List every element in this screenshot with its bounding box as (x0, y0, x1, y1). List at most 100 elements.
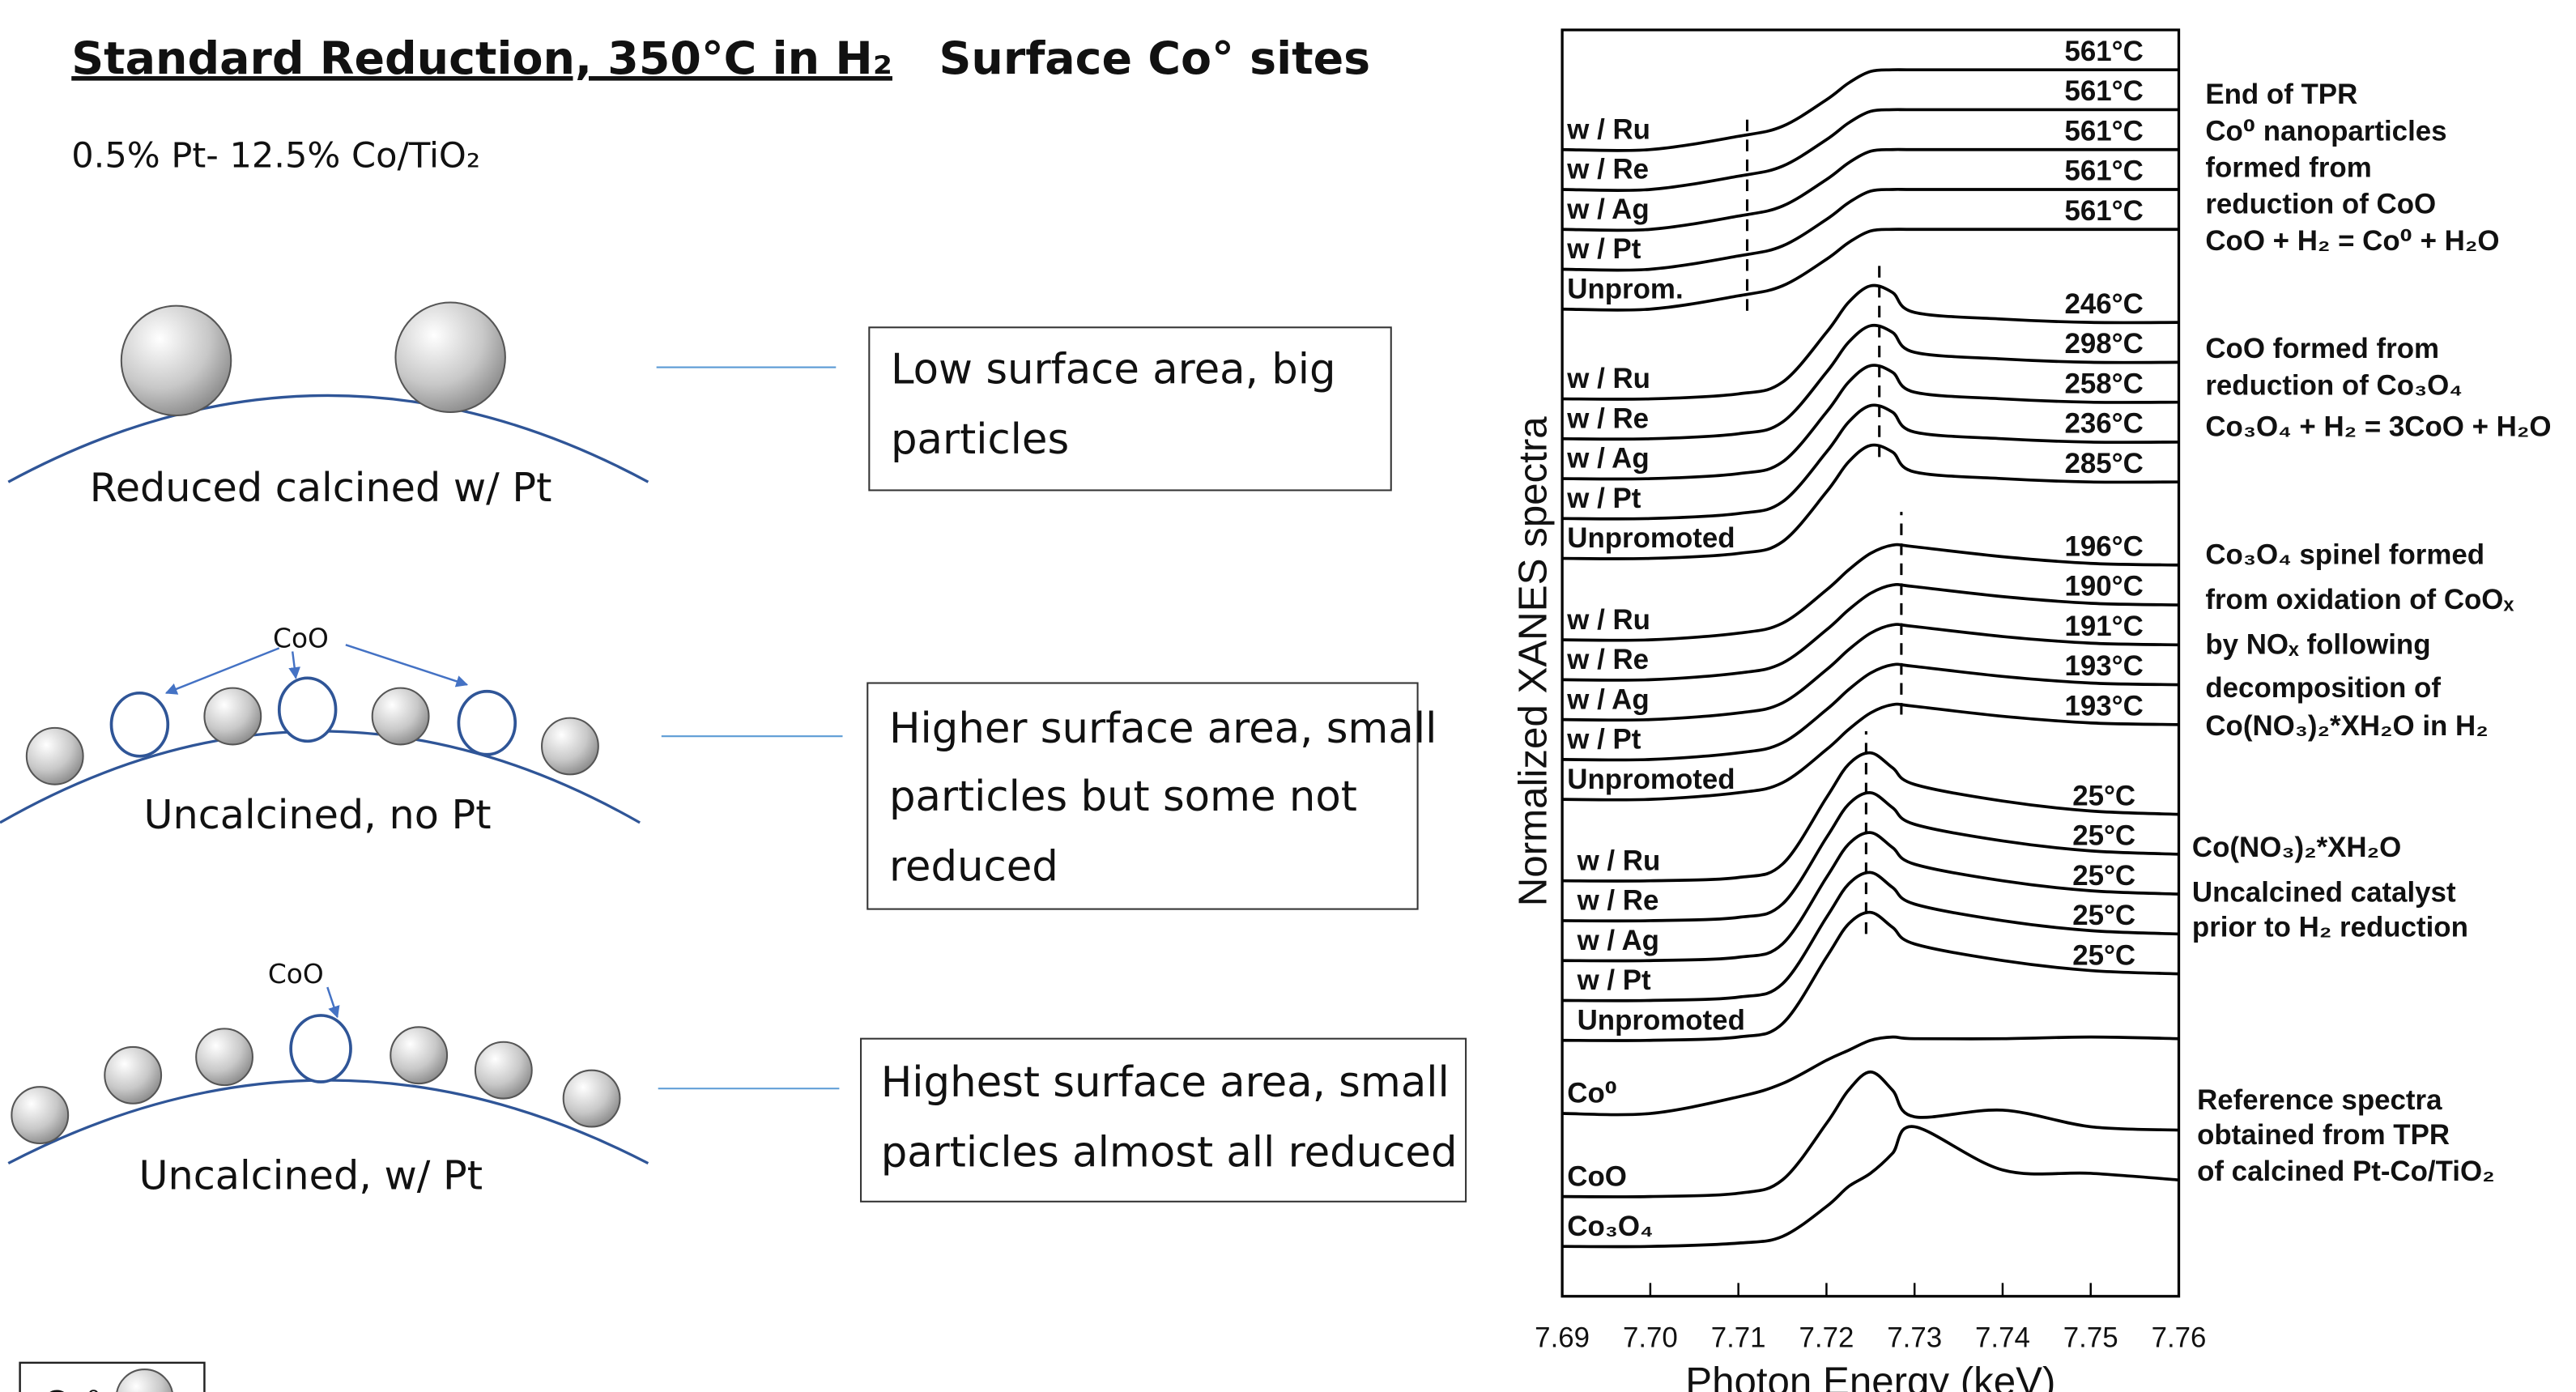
spectrum (1562, 871, 2179, 1002)
arrow (326, 986, 340, 1019)
co-particle (25, 726, 84, 785)
schematics: Reduced calcined w/ Pt Low surface area, … (0, 301, 1467, 1392)
series-label: Unpromoted (1567, 522, 1735, 554)
annotation: decomposition of (2205, 672, 2441, 704)
spectrum (1562, 403, 2179, 521)
x-tick-label: 7.74 (1975, 1322, 2030, 1353)
series-label: w / Pt (1566, 724, 1641, 756)
temperature-label: 285°C (2064, 448, 2143, 479)
spectrum (1562, 1035, 2179, 1117)
co-particle (104, 1045, 163, 1105)
series-label: w / Re (1566, 402, 1649, 434)
series-label: w / Ru (1566, 604, 1650, 636)
coo-label: CoO (268, 959, 324, 990)
spectrum (1562, 791, 2179, 923)
annotation: CoO formed from (2205, 333, 2439, 364)
annotation: Co⁰ nanoparticles (2205, 115, 2446, 147)
legend-label: Co⁰ (43, 1384, 100, 1392)
annotation: reduction of Co₃O₄ (2205, 369, 2463, 401)
spectrum (1562, 702, 2179, 802)
temperature-label: 25°C (2072, 860, 2135, 892)
annotation: obtained from TPR (2197, 1119, 2450, 1151)
xanes-chart: 7.69 7.70 7.71 7.72 7.73 7.74 7.75 7.76 Photon E… (1510, 28, 2551, 1392)
description-line: Highest surface area, small (881, 1058, 1450, 1107)
x-axis-label: Photon Energy (keV) (1685, 1360, 2055, 1392)
spectrum (1562, 1125, 2179, 1249)
spectrum (1562, 831, 2179, 963)
temperature-label: 561°C (2064, 36, 2143, 67)
co-particle (11, 1086, 70, 1144)
annotation: Reference spectra (2197, 1084, 2442, 1116)
legend-particle (116, 1369, 173, 1392)
temperature-label: 25°C (2072, 900, 2135, 931)
annotation: formed from (2205, 152, 2371, 184)
co-particle (474, 1041, 533, 1100)
annotation: reduction of CoO (2205, 189, 2436, 220)
arrow (288, 651, 300, 679)
coo-particle (289, 1014, 352, 1083)
annotation: CoO + H₂ = Co⁰ + H₂O (2205, 225, 2499, 257)
temperature-label: 246°C (2064, 288, 2143, 320)
series-label: w / Pt (1566, 483, 1641, 514)
co-particle (562, 1069, 621, 1128)
annotation: prior to H₂ reduction (2192, 911, 2468, 943)
x-tick-label: 7.71 (1711, 1322, 1766, 1353)
y-axis-label: Normalized XANES spectra (1510, 416, 1555, 907)
temperature-label: 561°C (2064, 155, 2143, 187)
series-label: Co₃O₄ (1567, 1211, 1653, 1242)
temperature-label: 25°C (2072, 939, 2135, 971)
co-particle (541, 717, 599, 776)
temperature-label: 561°C (2064, 115, 2143, 147)
annotation: by NOₓ following (2205, 629, 2430, 661)
co-particle (371, 687, 430, 746)
spectrum (1562, 283, 2179, 401)
coo-particle (277, 676, 338, 743)
caption: Reduced calcined w/ Pt (90, 464, 552, 511)
x-tick-label: 7.75 (2063, 1322, 2118, 1353)
temperature-label: 298°C (2064, 328, 2143, 360)
series-label: CoO (1567, 1160, 1627, 1192)
series-label: w / Ag (1566, 194, 1649, 225)
series-label: w / Pt (1577, 964, 1651, 996)
temperature-label: 193°C (2064, 650, 2143, 682)
co-particle (390, 1026, 449, 1085)
caption: Uncalcined, no Pt (143, 791, 491, 838)
description-line: particles (891, 415, 1069, 464)
column-title: Surface Co° sites (939, 33, 1371, 85)
spectrum (1562, 443, 2179, 560)
arrow (164, 647, 280, 695)
spectrum (1562, 364, 2179, 481)
spectrum (1562, 147, 2179, 232)
description-line: Low surface area, big (891, 346, 1336, 394)
series-label: w / Pt (1566, 233, 1641, 265)
co-particle (120, 304, 232, 417)
spectrum (1562, 751, 2179, 883)
coo-particle (109, 691, 170, 758)
x-tick-label: 7.72 (1799, 1322, 1854, 1353)
panel-title: Standard Reduction, 350°C in H₂ (71, 33, 892, 85)
support-surface (7, 394, 649, 483)
co-particle (195, 1028, 253, 1087)
temperature-label: 258°C (2064, 368, 2143, 399)
annotation: Co₃O₄ spinel formed (2205, 539, 2484, 571)
description-box (860, 1037, 1467, 1203)
series-label: w / Ag (1566, 443, 1649, 475)
temperature-label: 196°C (2064, 530, 2143, 562)
spectrum (1562, 910, 2179, 1042)
spectrum (1562, 108, 2179, 193)
temperature-label: 193°C (2064, 690, 2143, 722)
temperature-label: 190°C (2064, 571, 2143, 602)
x-tick-label: 7.69 (1535, 1322, 1590, 1353)
coo-particle (457, 689, 517, 756)
spectrum (1562, 323, 2179, 441)
description-box (866, 682, 1419, 910)
temperature-label: 561°C (2064, 75, 2143, 107)
temperature-label: 236°C (2064, 408, 2143, 440)
caption: Uncalcined, w/ Pt (138, 1152, 483, 1199)
spectrum (1562, 662, 2179, 762)
description-line: Higher surface area, small (889, 705, 1437, 753)
spectrum (1562, 228, 2179, 312)
series-label: w / Ru (1577, 845, 1661, 876)
series-label: Unpromoted (1578, 1004, 1745, 1036)
